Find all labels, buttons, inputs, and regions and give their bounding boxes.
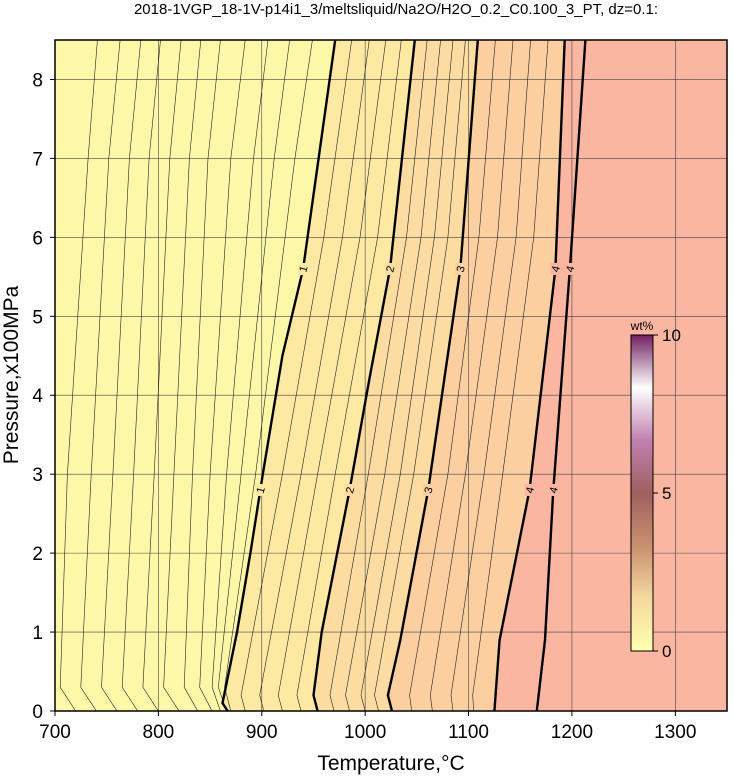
x-tick-label: 1300 xyxy=(654,722,696,743)
y-tick-label: 0 xyxy=(32,702,43,723)
x-tick-label: 1000 xyxy=(344,722,386,743)
x-tick-label: 800 xyxy=(143,722,175,743)
y-tick-label: 6 xyxy=(32,228,43,249)
y-tick-label: 5 xyxy=(32,307,43,328)
y-axis-label: Pressure,x100MPa xyxy=(0,285,23,464)
colorbar xyxy=(631,335,653,651)
y-tick-label: 3 xyxy=(32,465,43,486)
y-tick-label: 2 xyxy=(32,544,43,565)
x-tick-label: 900 xyxy=(246,722,278,743)
y-tick-label: 8 xyxy=(32,70,43,91)
colorbar-tick-label: 0 xyxy=(662,642,671,661)
colorbar-label: wt% xyxy=(630,319,654,333)
y-tick-label: 7 xyxy=(32,149,43,170)
x-tick-label: 1100 xyxy=(448,722,489,743)
colorbar-tick-label: 5 xyxy=(662,484,671,503)
x-axis-label: Temperature,°C xyxy=(317,752,464,775)
x-tick-label: 700 xyxy=(39,722,71,743)
y-tick-label: 4 xyxy=(32,386,43,407)
x-tick-label: 1200 xyxy=(551,722,593,743)
chart-title: 2018-1VGP_18-1V-p14i1_3/meltsliquid/Na2O… xyxy=(134,1,658,18)
y-tick-label: 1 xyxy=(32,623,43,644)
colorbar-tick-label: 10 xyxy=(662,326,681,345)
